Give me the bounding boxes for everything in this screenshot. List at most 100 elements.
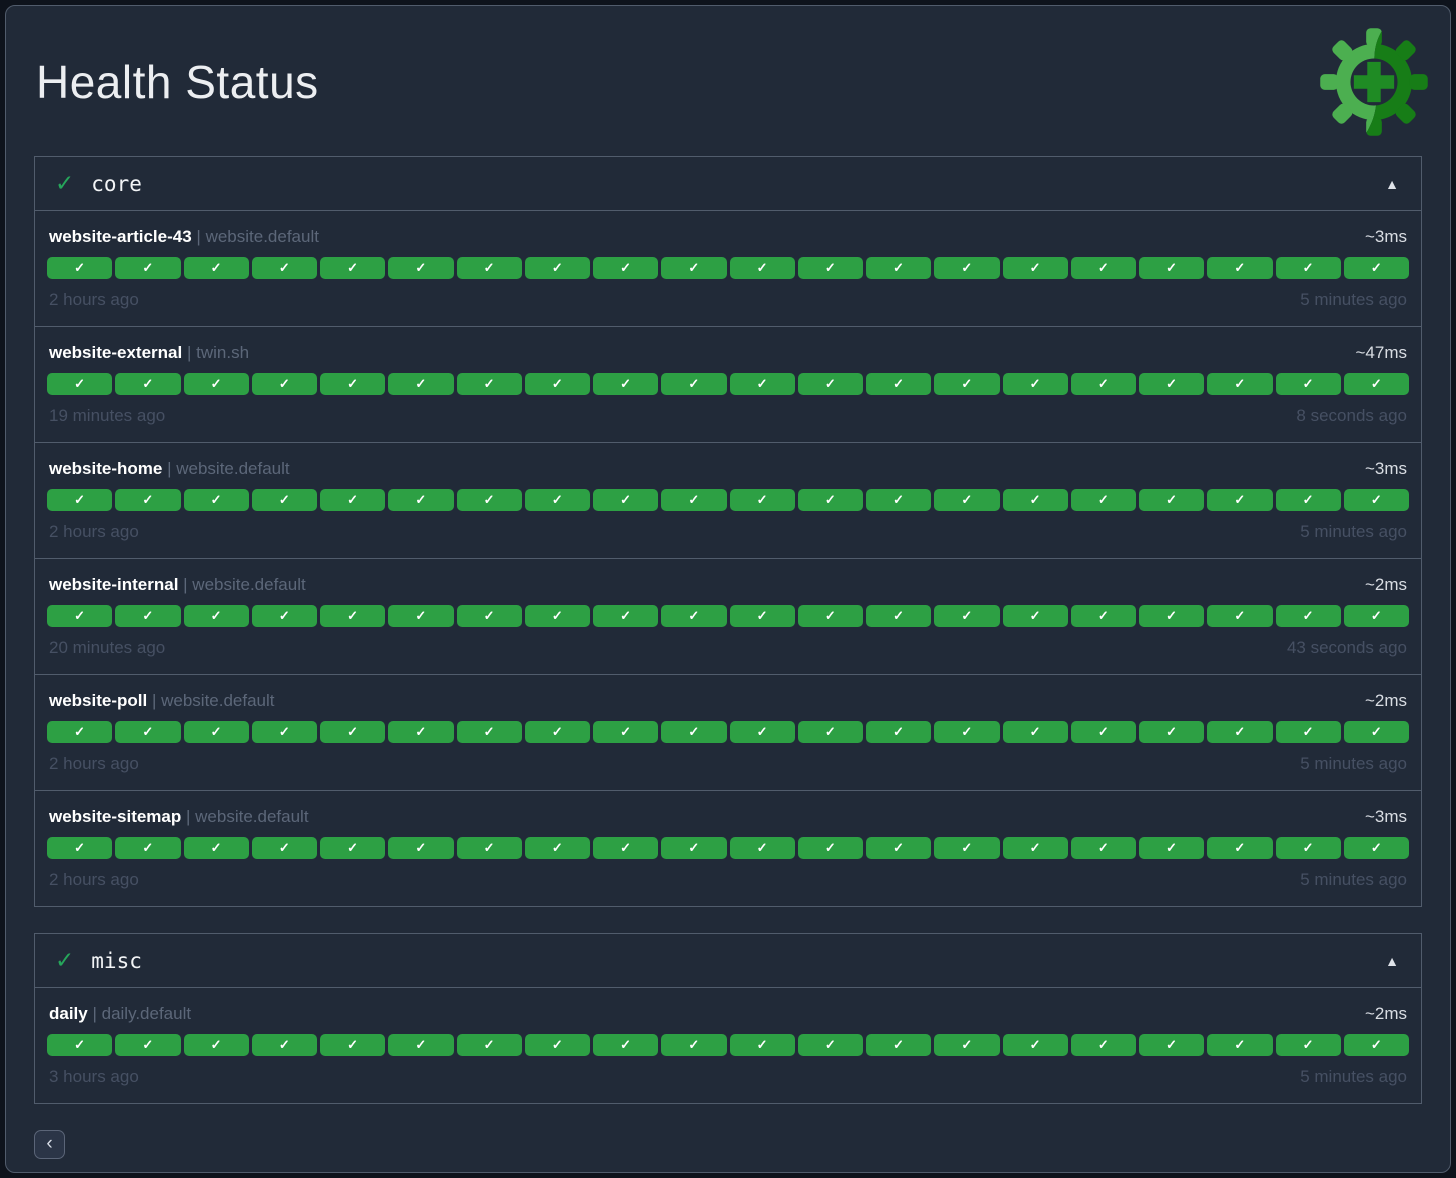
- status-pill-pass: ✓: [115, 257, 181, 279]
- check-row-header: website-article-43 | website.default ~3ms: [49, 225, 1407, 249]
- status-pill-pass: ✓: [524, 837, 590, 859]
- pill-check-icon: ✓: [1166, 840, 1178, 855]
- pill-check-icon: ✓: [1370, 1037, 1382, 1052]
- pill-check-icon: ✓: [1234, 492, 1246, 507]
- back-button[interactable]: ‹: [34, 1130, 65, 1159]
- pill-check-icon: ✓: [620, 608, 632, 623]
- pill-check-icon: ✓: [74, 608, 86, 623]
- pill-check-icon: ✓: [824, 260, 836, 275]
- status-pill-pass: ✓: [1002, 257, 1068, 279]
- status-pill-pass: ✓: [1275, 721, 1341, 743]
- page-container: Health Status: [5, 5, 1451, 1173]
- status-pill-pass: ✓: [1343, 489, 1409, 511]
- last-check-time: 8 seconds ago: [1296, 406, 1407, 425]
- pill-check-icon: ✓: [1166, 376, 1178, 391]
- section-header-core[interactable]: ✓ core ▲: [35, 157, 1421, 211]
- pill-check-icon: ✓: [756, 260, 768, 275]
- pill-check-icon: ✓: [415, 376, 427, 391]
- status-pill-pass: ✓: [115, 489, 181, 511]
- health-check-row: website-poll | website.default ~2ms ✓ ✓ ✓ ✓ ✓ ✓…: [35, 674, 1421, 790]
- pill-check-icon: ✓: [74, 376, 86, 391]
- section-title: core: [91, 171, 142, 196]
- check-name: website-article-43: [49, 227, 192, 246]
- pill-check-icon: ✓: [961, 376, 973, 391]
- pill-check-icon: ✓: [278, 260, 290, 275]
- status-pill-pass: ✓: [593, 489, 659, 511]
- status-pill-pass: ✓: [1275, 257, 1341, 279]
- pill-check-icon: ✓: [1029, 840, 1041, 855]
- status-pill-pass: ✓: [456, 373, 522, 395]
- status-pill-pass: ✓: [183, 489, 249, 511]
- pill-check-icon: ✓: [1370, 260, 1382, 275]
- pill-check-icon: ✓: [483, 608, 495, 623]
- check-name: website-internal: [49, 575, 179, 594]
- section-core: ✓ core ▲ website-article-43 | website.defau…: [34, 156, 1422, 907]
- check-latency: ~2ms: [1364, 691, 1407, 710]
- status-pill-pass: ✓: [934, 1034, 1000, 1056]
- pill-check-icon: ✓: [1166, 492, 1178, 507]
- status-pill-pass: ✓: [251, 721, 317, 743]
- health-check-row: website-article-43 | website.default ~3ms…: [35, 211, 1421, 326]
- pill-check-icon: ✓: [688, 260, 700, 275]
- status-pill-pass: ✓: [866, 489, 932, 511]
- check-row-footer: 3 hours ago 5 minutes ago: [49, 1065, 1407, 1089]
- pill-check-icon: ✓: [824, 492, 836, 507]
- pill-check-icon: ✓: [142, 608, 154, 623]
- pill-check-icon: ✓: [688, 1037, 700, 1052]
- pill-check-icon: ✓: [893, 608, 905, 623]
- pill-check-icon: ✓: [1370, 608, 1382, 623]
- check-name: website-sitemap: [49, 807, 182, 826]
- status-pill-pass: ✓: [797, 489, 863, 511]
- status-pill-pass: ✓: [661, 1034, 727, 1056]
- status-pill-pass: ✓: [183, 1034, 249, 1056]
- pill-check-icon: ✓: [1029, 724, 1041, 739]
- status-pill-pass: ✓: [320, 257, 386, 279]
- pill-check-icon: ✓: [483, 724, 495, 739]
- pill-check-icon: ✓: [961, 724, 973, 739]
- status-pill-pass: ✓: [388, 721, 454, 743]
- check-history-pills: ✓ ✓ ✓ ✓ ✓ ✓ ✓ ✓ ✓ ✓ ✓ ✓ ✓ ✓ ✓ ✓ ✓ ✓ ✓ ✓: [47, 837, 1409, 859]
- status-pill-pass: ✓: [1207, 257, 1273, 279]
- pill-check-icon: ✓: [483, 840, 495, 855]
- pill-check-icon: ✓: [688, 840, 700, 855]
- status-pill-pass: ✓: [934, 605, 1000, 627]
- last-check-time: 5 minutes ago: [1300, 1067, 1407, 1086]
- status-pill-pass: ✓: [1275, 605, 1341, 627]
- page-header: Health Status: [34, 6, 1428, 156]
- status-pill-pass: ✓: [1002, 489, 1068, 511]
- status-pill-pass: ✓: [1070, 837, 1136, 859]
- status-pill-pass: ✓: [1070, 489, 1136, 511]
- pill-check-icon: ✓: [415, 608, 427, 623]
- status-pill-pass: ✓: [524, 1034, 590, 1056]
- status-pill-pass: ✓: [1002, 837, 1068, 859]
- pill-check-icon: ✓: [347, 260, 359, 275]
- status-pill-pass: ✓: [866, 257, 932, 279]
- status-pill-pass: ✓: [866, 1034, 932, 1056]
- status-pill-pass: ✓: [1002, 605, 1068, 627]
- sections-container: ✓ core ▲ website-article-43 | website.defau…: [34, 156, 1422, 1104]
- collapse-triangle-icon[interactable]: ▲: [1385, 952, 1399, 969]
- status-pill-pass: ✓: [115, 605, 181, 627]
- check-latency: ~3ms: [1364, 227, 1407, 246]
- status-pill-pass: ✓: [797, 721, 863, 743]
- first-check-time: 3 hours ago: [49, 1067, 139, 1086]
- pill-check-icon: ✓: [756, 492, 768, 507]
- health-gear-logo: [1320, 28, 1428, 136]
- pill-check-icon: ✓: [1234, 376, 1246, 391]
- status-pill-pass: ✓: [1343, 373, 1409, 395]
- last-check-time: 5 minutes ago: [1300, 522, 1407, 541]
- health-check-row: website-sitemap | website.default ~3ms ✓ ✓ ✓…: [35, 790, 1421, 906]
- pill-check-icon: ✓: [142, 1037, 154, 1052]
- status-pill-pass: ✓: [593, 605, 659, 627]
- pill-check-icon: ✓: [1302, 376, 1314, 391]
- section-header-misc[interactable]: ✓ misc ▲: [35, 934, 1421, 988]
- pill-check-icon: ✓: [961, 260, 973, 275]
- status-pill-pass: ✓: [661, 837, 727, 859]
- status-pill-pass: ✓: [593, 373, 659, 395]
- pill-check-icon: ✓: [551, 608, 563, 623]
- status-pill-pass: ✓: [934, 257, 1000, 279]
- status-pill-pass: ✓: [661, 605, 727, 627]
- pill-check-icon: ✓: [893, 1037, 905, 1052]
- collapse-triangle-icon[interactable]: ▲: [1385, 175, 1399, 192]
- pill-check-icon: ✓: [1029, 1037, 1041, 1052]
